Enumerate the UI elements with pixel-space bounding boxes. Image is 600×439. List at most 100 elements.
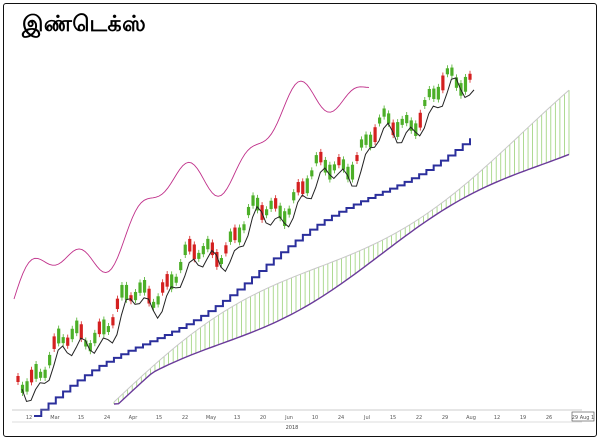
corner-label-box [571, 411, 595, 422]
candle-body [355, 155, 359, 162]
candle-body [341, 159, 346, 170]
x-tick-label: 12 [26, 415, 32, 421]
candle-body [432, 88, 436, 99]
candle-body [319, 151, 323, 163]
candle-body [174, 276, 178, 283]
candle-body [255, 197, 260, 211]
candle-body [61, 337, 65, 344]
candle-body [242, 224, 246, 231]
candle-body [296, 182, 300, 193]
candle-body [75, 320, 79, 334]
candle-body [323, 159, 327, 173]
x-tick-label: 24 [104, 415, 110, 421]
candle-body [391, 122, 395, 136]
candle-body [364, 134, 368, 145]
candle-body [129, 295, 133, 302]
candle-body [124, 284, 129, 300]
candle-body [400, 118, 404, 125]
candle-body [34, 364, 38, 379]
candle-body [133, 291, 138, 301]
candle-body [468, 73, 472, 80]
candle-body [405, 115, 409, 124]
candle-body [454, 77, 459, 88]
candle-body [165, 274, 169, 287]
candle-body [301, 181, 305, 194]
candle-body [224, 245, 228, 254]
candle-body [215, 252, 219, 267]
x-tick-label: Apr [129, 415, 139, 421]
candle-body [84, 340, 88, 347]
candle-body [115, 298, 120, 310]
candle-body [450, 67, 454, 76]
candle-body [228, 231, 233, 242]
corner-label: 29 Aug 1 [572, 415, 595, 421]
candle-body [20, 384, 25, 393]
candle-body [206, 238, 210, 250]
x-tick-label: 22 [182, 415, 188, 421]
candle-body [142, 279, 147, 293]
candle-body [156, 296, 160, 305]
candle-body [427, 88, 431, 98]
candle-body [219, 258, 223, 265]
candle-body [251, 195, 255, 206]
candle-body [25, 381, 29, 392]
slow-line [34, 138, 471, 417]
candle-body [283, 211, 287, 227]
x-tick-label: 22 [416, 415, 422, 421]
candle-body [314, 155, 318, 164]
candle-body [93, 332, 97, 344]
x-tick-label: 15 [156, 415, 162, 421]
x-tick-label: Mar [50, 415, 60, 421]
candle-body [278, 205, 282, 219]
candle-body [418, 112, 422, 128]
candle-body [79, 324, 83, 340]
x-tick-label: Aug [466, 415, 476, 421]
candle-body [210, 242, 214, 256]
candle-body [287, 208, 291, 215]
candle-body [120, 284, 124, 298]
candle-body [378, 117, 382, 124]
x-tick-label: 19 [520, 415, 526, 421]
candle-body [138, 282, 142, 293]
candle-body [337, 157, 341, 166]
candle-body [350, 164, 355, 180]
x-tick-label: Jul [363, 415, 370, 421]
candle-body [382, 108, 386, 117]
candle-body [201, 246, 205, 255]
candle-body [188, 238, 192, 252]
candle-body [147, 288, 151, 304]
candle-body [183, 244, 187, 256]
candle-body [310, 170, 314, 177]
candle-body [368, 134, 373, 148]
candle-body [192, 244, 196, 260]
candle-body [328, 164, 332, 180]
candle-body [197, 252, 201, 259]
candle-body [97, 321, 101, 335]
candle-body [463, 76, 468, 92]
candle-body [161, 282, 165, 293]
candle-body [441, 75, 445, 91]
candle-body [409, 120, 413, 131]
x-tick-label: 12 [494, 415, 500, 421]
candle-body [48, 354, 52, 366]
candle-body [170, 274, 174, 290]
candle-body [265, 209, 269, 216]
candle-body [346, 166, 350, 180]
candle-body [414, 123, 418, 136]
candle-body [102, 319, 106, 335]
fast-line [21, 77, 475, 403]
x-tick-label: 20 [260, 415, 266, 421]
candle-body [57, 328, 61, 344]
candle-body [237, 227, 242, 243]
x-tick-label: 29 [442, 415, 448, 421]
chart-title: இண்டெக்ஸ் [22, 12, 147, 37]
candle-body [233, 227, 237, 241]
x-tick-label: 15 [390, 415, 396, 421]
candle-body [274, 198, 278, 209]
x-sub-label: 2018 [286, 425, 299, 431]
candle-body [66, 337, 70, 346]
x-tick-label: 26 [546, 415, 552, 421]
candle-body [396, 122, 400, 137]
candle-body [246, 206, 251, 216]
cloud-upper-line [113, 89, 570, 403]
